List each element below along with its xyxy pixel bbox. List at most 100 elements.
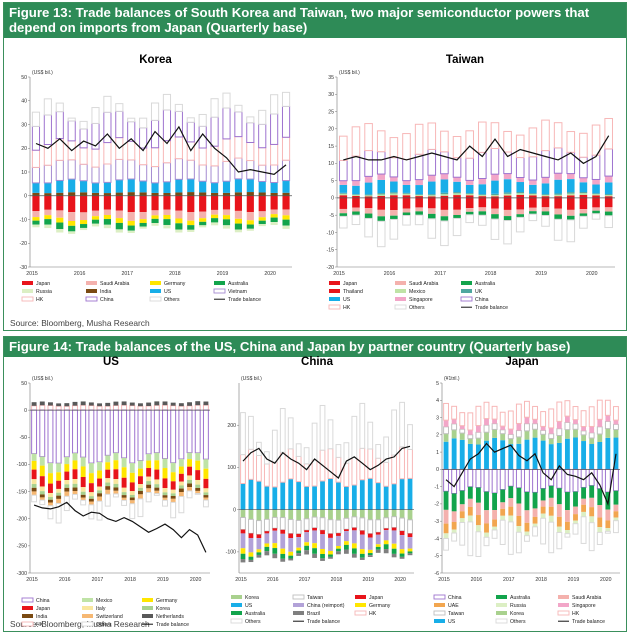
china-bar-others bbox=[271, 429, 278, 463]
us-bar-hk bbox=[112, 404, 119, 411]
taiwan-bar-hk bbox=[604, 117, 613, 150]
taiwan-bar-mexico bbox=[390, 193, 398, 196]
us-legend-label: Others bbox=[96, 622, 112, 628]
china-bar-china-reimport- bbox=[256, 538, 262, 550]
china-bar-korea bbox=[296, 509, 302, 521]
korea-bar-germany bbox=[282, 215, 290, 220]
japan-bar-others bbox=[515, 531, 522, 554]
japan-bar-china bbox=[475, 468, 482, 489]
us-bar-switzerland bbox=[105, 489, 111, 495]
korea-bar-saudi-arabia bbox=[222, 209, 231, 216]
korea-bar-japan bbox=[282, 195, 290, 210]
taiwan-bar-us bbox=[541, 183, 550, 195]
japan-bar-taiwan bbox=[540, 429, 547, 435]
china-bar-china-reimport- bbox=[240, 533, 246, 549]
china-bar-others bbox=[375, 444, 382, 459]
taiwan-bar-thailand bbox=[415, 196, 423, 198]
japan-bar-uae bbox=[540, 506, 546, 514]
korea-bar-australia bbox=[151, 218, 159, 223]
korea-bar-russia bbox=[175, 229, 183, 233]
china-bar-taiwan bbox=[407, 519, 413, 534]
china-bar-china-reimport- bbox=[296, 537, 302, 548]
us-legend-label: China bbox=[36, 598, 50, 604]
china-bar-us bbox=[391, 483, 397, 510]
us-bar-hk bbox=[55, 405, 62, 411]
china-bar-germany bbox=[391, 543, 397, 549]
korea-bar-germany bbox=[270, 214, 278, 218]
japan-bar-taiwan bbox=[572, 423, 579, 430]
japan-bar-australia bbox=[443, 491, 449, 510]
japan-bar-australia bbox=[451, 493, 457, 512]
taiwan-bar-thailand bbox=[352, 196, 360, 198]
japan-bar-taiwan bbox=[475, 431, 482, 439]
taiwan-bar-uk bbox=[516, 191, 525, 194]
korea-legend-swatch bbox=[86, 281, 97, 285]
china-bar-brazil bbox=[391, 553, 397, 558]
japan-bar-uae bbox=[524, 522, 530, 532]
taiwan-bar-hk bbox=[402, 133, 411, 160]
us-bar-others bbox=[137, 498, 144, 518]
japan-bar-russia bbox=[459, 518, 465, 523]
taiwan-bar-australia bbox=[465, 211, 474, 215]
us-bar-italy bbox=[113, 479, 119, 484]
china-y-tick-label: -100 bbox=[226, 550, 236, 556]
china-bar-japan bbox=[351, 527, 357, 531]
korea-bar-us bbox=[68, 179, 76, 193]
korea-legend-label: China bbox=[100, 297, 114, 303]
taiwan-y-tick-label: -15 bbox=[327, 248, 335, 254]
china-legend-label: China (reimport) bbox=[307, 603, 345, 609]
korea-x-tick-label: 2017 bbox=[121, 271, 133, 277]
japan-bar-hk bbox=[515, 403, 522, 424]
korea-bar-australia bbox=[258, 220, 266, 225]
china-bar-china-reimport- bbox=[391, 530, 397, 544]
us-bar-switzerland bbox=[178, 492, 184, 497]
china-bar-taiwan bbox=[263, 518, 270, 532]
japan-bar-korea bbox=[532, 429, 538, 438]
us-bar-india bbox=[203, 495, 209, 498]
us-bar-hk bbox=[88, 405, 95, 411]
china-bar-us bbox=[288, 478, 294, 510]
japan-bar-saudi-arabia bbox=[532, 508, 538, 517]
korea-bar-china bbox=[234, 111, 243, 138]
japan-legend-label: Russia bbox=[510, 603, 526, 609]
taiwan-bar-us bbox=[579, 182, 588, 192]
korea-bar-us bbox=[103, 182, 111, 194]
us-legend-swatch bbox=[22, 614, 33, 618]
korea-bar-germany bbox=[68, 220, 76, 226]
korea-bar-others bbox=[246, 116, 255, 124]
korea-bar-india bbox=[211, 192, 219, 196]
korea-bar-australia bbox=[234, 223, 242, 230]
us-legend-label: Trade balance bbox=[156, 622, 189, 628]
taiwan-bar-mexico bbox=[364, 195, 373, 197]
japan-bar-taiwan bbox=[467, 434, 474, 440]
taiwan-bar-mexico bbox=[566, 193, 575, 196]
korea-bar-saudi-arabia bbox=[175, 210, 183, 219]
us-bar-italy bbox=[64, 480, 70, 485]
korea-bar-japan bbox=[127, 195, 135, 213]
us-bar-italy bbox=[105, 478, 111, 483]
japan-bar-hk bbox=[467, 412, 474, 431]
korea-bar-saudi-arabia bbox=[68, 212, 76, 221]
korea-bar-others bbox=[222, 92, 231, 109]
taiwan-bar-saudi-arabia bbox=[529, 207, 537, 212]
taiwan-bar-thailand bbox=[390, 195, 398, 198]
china-bar-us bbox=[359, 479, 365, 510]
japan-bar-uae bbox=[597, 517, 603, 528]
japan-bar-russia bbox=[451, 529, 457, 534]
taiwan-bar-thailand bbox=[440, 195, 449, 198]
us-bar-hk bbox=[121, 404, 128, 411]
taiwan-bar-uk bbox=[592, 193, 600, 195]
taiwan-x-tick-label: 2018 bbox=[485, 271, 497, 277]
china-bar-germany bbox=[304, 542, 309, 546]
us-x-tick-label: 2020 bbox=[190, 577, 202, 583]
korea-bar-japan bbox=[211, 195, 219, 210]
us-bar-netherlands bbox=[146, 402, 152, 406]
china-bar-korea bbox=[391, 509, 397, 517]
korea-bar-australia bbox=[199, 221, 207, 226]
korea-bar-india bbox=[139, 192, 147, 196]
taiwan-bar-china bbox=[604, 148, 613, 177]
japan-bar-australia bbox=[589, 485, 595, 498]
us-trade-balance-line bbox=[33, 501, 207, 553]
taiwan-legend-label: Trade balance bbox=[475, 305, 508, 311]
japan-bar-hk bbox=[443, 402, 449, 421]
